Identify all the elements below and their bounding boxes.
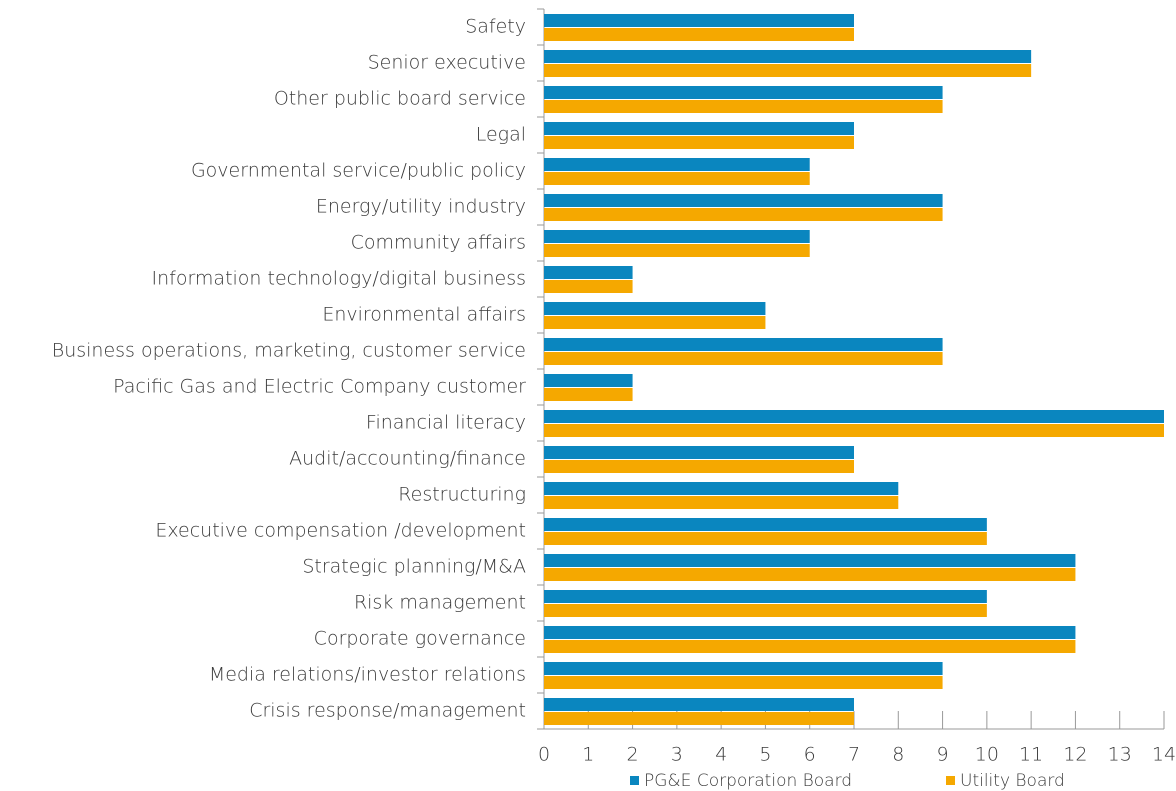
bar [544,518,987,531]
x-tick-label: 1 [582,744,594,766]
bar [544,316,766,329]
bar [544,676,943,689]
bar [544,158,810,171]
bar [544,100,943,113]
bar [544,460,854,473]
category-label: Audit/accounting/finance [289,448,526,470]
category-label: Media relations/investor relations [209,664,526,686]
legend-label: Utility Board [960,771,1065,791]
category-label: Safety [465,16,526,38]
bar [544,50,1032,63]
x-tick-label: 13 [1108,744,1132,766]
bar [544,590,987,603]
bar [544,338,943,351]
bar [544,194,943,207]
bar [544,424,1164,437]
bar [544,122,854,135]
bar [544,374,633,387]
bar [544,172,810,185]
category-label: Legal [476,124,526,146]
category-label: Risk management [354,592,526,614]
bar [544,554,1076,567]
bar [544,410,1164,423]
bar [544,662,943,675]
x-tick-label: 8 [892,744,904,766]
bar [544,712,854,725]
bar [544,496,899,509]
bar [544,86,943,99]
x-tick-label: 9 [937,744,949,766]
bar [544,244,810,257]
bar [544,64,1032,77]
x-tick-label: 11 [1019,744,1043,766]
x-tick-label: 4 [715,744,727,766]
bar [544,280,633,293]
bar [544,136,854,149]
x-tick-label: 6 [804,744,816,766]
x-tick-label: 7 [848,744,860,766]
bar [544,230,810,243]
bar [544,28,854,41]
category-label: Executive compensation /development [155,520,526,542]
x-tick-label: 10 [975,744,999,766]
x-tick-label: 0 [538,744,550,766]
category-label: Governmental service/public policy [191,160,526,182]
category-label: Financial literacy [366,412,526,434]
legend-swatch [946,776,955,785]
x-tick-label: 3 [671,744,683,766]
bar [544,302,766,315]
category-label: Senior executive [368,52,526,74]
category-label: Crisis response/management [249,700,526,722]
category-label: Restructuring [398,484,526,506]
category-label: Business operations, marketing, customer… [52,340,526,362]
legend-swatch [630,776,639,785]
bar [544,626,1076,639]
legend-label: PG&E Corporation Board [644,771,852,791]
category-label: Environmental affairs [322,304,526,326]
bar [544,532,987,545]
category-label: Other public board service [274,88,526,110]
bar [544,604,987,617]
bar [544,446,854,459]
bar [544,640,1076,653]
category-label: Strategic planning/M&A [302,556,526,578]
bar [544,352,943,365]
x-tick-label: 5 [759,744,771,766]
bar [544,698,854,711]
category-label: Community affairs [351,232,526,254]
x-tick-label: 12 [1063,744,1087,766]
bar [544,266,633,279]
category-label: Corporate governance [314,628,526,650]
bar [544,14,854,27]
bar [544,482,899,495]
bar [544,568,1076,581]
category-label: Information technology/digital business [151,268,526,290]
bar [544,208,943,221]
x-tick-label: 2 [627,744,639,766]
bar [544,388,633,401]
x-tick-label: 14 [1152,744,1176,766]
category-label: Energy/utility industry [316,196,526,218]
category-label: Pacific Gas and Electric Company custome… [113,376,526,398]
